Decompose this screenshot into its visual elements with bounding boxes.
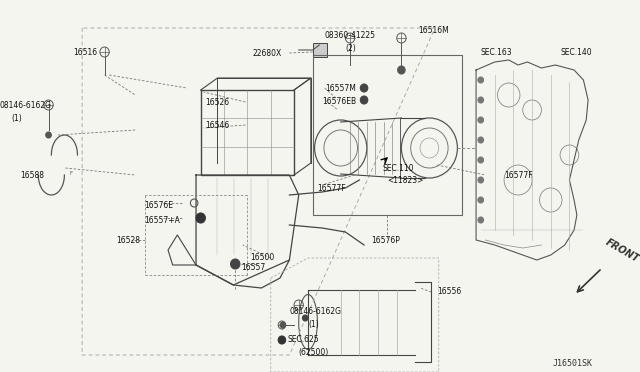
Circle shape	[478, 157, 484, 163]
Circle shape	[478, 77, 484, 83]
Circle shape	[478, 117, 484, 123]
Text: FRONT: FRONT	[604, 237, 640, 264]
Circle shape	[230, 259, 240, 269]
Circle shape	[278, 336, 285, 344]
Circle shape	[478, 197, 484, 203]
Circle shape	[478, 217, 484, 223]
Text: 16557M: 16557M	[325, 83, 356, 93]
Circle shape	[360, 96, 368, 104]
Text: 16577F: 16577F	[317, 183, 346, 192]
Text: SEC.625: SEC.625	[287, 336, 319, 344]
Circle shape	[360, 84, 368, 92]
Text: SEC.110: SEC.110	[383, 164, 414, 173]
Circle shape	[478, 97, 484, 103]
Text: 16546: 16546	[205, 121, 230, 129]
Text: 16576EB: 16576EB	[322, 96, 356, 106]
Text: J16501SK: J16501SK	[553, 359, 593, 368]
Text: 16577F: 16577F	[504, 170, 532, 180]
Text: 16516: 16516	[73, 48, 97, 57]
Text: SEC.163: SEC.163	[481, 48, 513, 57]
Text: (62500): (62500)	[299, 347, 329, 356]
Text: 16526: 16526	[205, 97, 230, 106]
Circle shape	[303, 315, 308, 321]
Text: 08360-41225: 08360-41225	[325, 31, 376, 39]
Text: <11823>: <11823>	[387, 176, 424, 185]
Text: 16576P: 16576P	[372, 235, 401, 244]
Text: (1): (1)	[308, 321, 319, 330]
Text: 16557: 16557	[241, 263, 265, 273]
Text: (2): (2)	[346, 44, 356, 52]
Text: SEC.140: SEC.140	[560, 48, 592, 57]
Text: 08146-6162G: 08146-6162G	[289, 308, 341, 317]
Text: 16500: 16500	[250, 253, 275, 263]
Circle shape	[45, 132, 51, 138]
FancyBboxPatch shape	[313, 43, 326, 57]
Text: 16588: 16588	[20, 170, 45, 180]
Text: F: F	[69, 171, 72, 176]
Text: 16557+A: 16557+A	[145, 215, 180, 224]
Circle shape	[478, 177, 484, 183]
Text: 16528: 16528	[116, 235, 141, 244]
Text: 08146-6162G: 08146-6162G	[0, 100, 52, 109]
Text: (1): (1)	[12, 113, 22, 122]
Text: 16576E: 16576E	[145, 201, 173, 209]
Circle shape	[397, 66, 405, 74]
Text: 22680X: 22680X	[252, 48, 282, 58]
Circle shape	[478, 137, 484, 143]
Text: 16556: 16556	[437, 288, 461, 296]
Circle shape	[280, 322, 285, 328]
Text: 16516M: 16516M	[418, 26, 449, 35]
Circle shape	[196, 213, 205, 223]
